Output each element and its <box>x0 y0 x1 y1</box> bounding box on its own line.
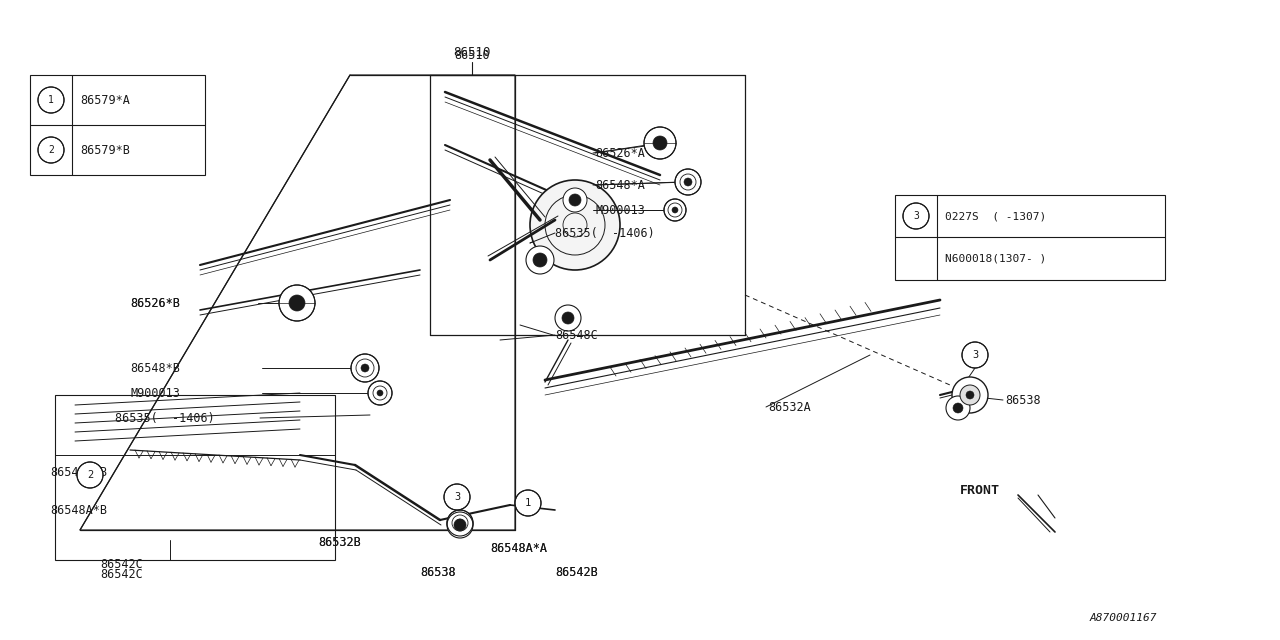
Circle shape <box>966 391 974 399</box>
Circle shape <box>526 246 554 274</box>
Text: 86526*B: 86526*B <box>131 296 180 310</box>
Text: 86542B: 86542B <box>556 566 598 579</box>
Text: 2: 2 <box>49 145 54 155</box>
Circle shape <box>562 312 573 324</box>
Circle shape <box>946 396 970 420</box>
Circle shape <box>963 342 988 368</box>
Text: 86548A*B: 86548A*B <box>50 465 108 479</box>
Text: 86579*A: 86579*A <box>81 93 129 106</box>
Text: 86526*A: 86526*A <box>595 147 645 159</box>
Text: 86532B: 86532B <box>317 536 361 550</box>
Circle shape <box>456 519 465 527</box>
Circle shape <box>902 203 929 229</box>
Text: N600018(1307- ): N600018(1307- ) <box>945 253 1046 263</box>
Text: 86548A*A: 86548A*A <box>490 541 547 554</box>
Circle shape <box>954 403 963 413</box>
Circle shape <box>556 305 581 331</box>
Bar <box>29 75 205 175</box>
Circle shape <box>361 364 369 372</box>
Text: 86548A*A: 86548A*A <box>490 541 547 554</box>
Circle shape <box>369 381 392 405</box>
Text: 86535(  -1406): 86535( -1406) <box>115 412 215 424</box>
Text: 86542B: 86542B <box>556 566 598 579</box>
Circle shape <box>378 390 383 396</box>
Text: A870001167: A870001167 <box>1091 613 1157 623</box>
Text: 3: 3 <box>972 350 978 360</box>
Bar <box>895 195 1165 280</box>
Text: 86535(  -1406): 86535( -1406) <box>556 227 655 239</box>
Text: M900013: M900013 <box>131 387 180 399</box>
Text: 86538: 86538 <box>420 566 456 579</box>
Text: 86532B: 86532B <box>317 536 361 550</box>
Text: 86532A: 86532A <box>768 401 810 413</box>
Text: 86510: 86510 <box>453 45 490 58</box>
Bar <box>55 395 335 560</box>
Circle shape <box>289 295 305 311</box>
Circle shape <box>38 87 64 113</box>
Text: 86542C: 86542C <box>100 568 143 582</box>
Circle shape <box>960 385 980 405</box>
Text: 86538: 86538 <box>420 566 456 579</box>
Text: 0227S  ( -1307): 0227S ( -1307) <box>945 211 1046 221</box>
Circle shape <box>447 512 474 538</box>
Circle shape <box>952 377 988 413</box>
Circle shape <box>279 285 315 321</box>
Text: 86510: 86510 <box>454 49 490 61</box>
Circle shape <box>570 194 581 206</box>
Text: 86542C: 86542C <box>100 559 143 572</box>
Circle shape <box>444 484 470 510</box>
Circle shape <box>454 519 466 531</box>
Text: 3: 3 <box>913 211 919 221</box>
Text: 1: 1 <box>49 95 54 105</box>
Text: M900013: M900013 <box>595 204 645 216</box>
Circle shape <box>684 178 692 186</box>
Circle shape <box>532 253 547 267</box>
Text: 86579*B: 86579*B <box>81 143 129 157</box>
Circle shape <box>644 127 676 159</box>
Circle shape <box>653 136 667 150</box>
Circle shape <box>675 169 701 195</box>
Text: 3: 3 <box>454 492 460 502</box>
Text: FRONT: FRONT <box>960 483 1000 497</box>
Text: 1: 1 <box>525 498 531 508</box>
Circle shape <box>77 462 102 488</box>
Text: 86548*A: 86548*A <box>595 179 645 191</box>
Circle shape <box>664 199 686 221</box>
Text: 86526*B: 86526*B <box>131 296 180 310</box>
Circle shape <box>38 137 64 163</box>
Text: 2: 2 <box>87 470 93 480</box>
Circle shape <box>563 188 588 212</box>
Text: 86548C: 86548C <box>556 328 598 342</box>
Circle shape <box>447 510 474 536</box>
Text: 86538: 86538 <box>1005 394 1041 406</box>
Text: 86548*B: 86548*B <box>131 362 180 374</box>
Circle shape <box>351 354 379 382</box>
Circle shape <box>672 207 678 213</box>
Circle shape <box>530 180 620 270</box>
Text: 86548A*B: 86548A*B <box>50 504 108 516</box>
Circle shape <box>515 490 541 516</box>
